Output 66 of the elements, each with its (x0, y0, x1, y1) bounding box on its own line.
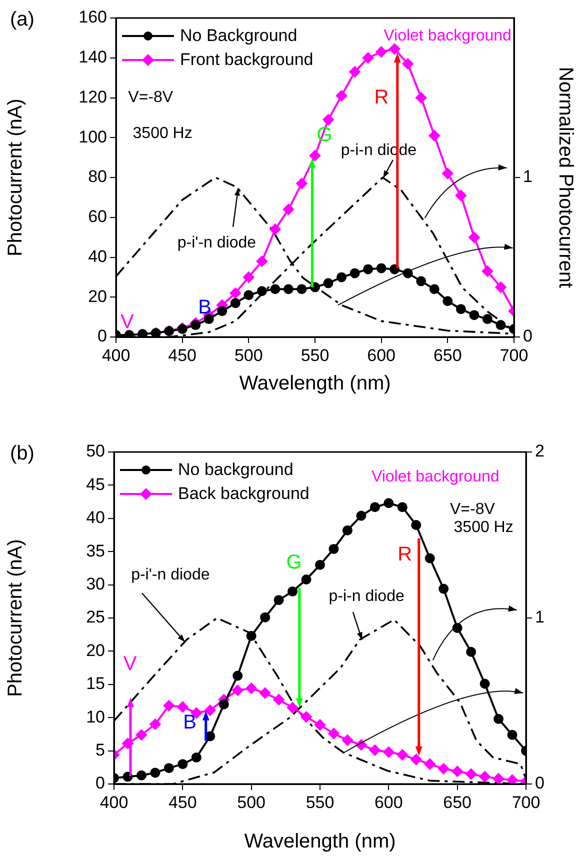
annotation: V=-8V (450, 501, 496, 518)
x-tick-label: 500 (237, 792, 266, 812)
annotation: Violet background (371, 468, 500, 486)
y-tick-label: 0 (98, 326, 107, 346)
y-tick-label: 30 (86, 574, 105, 594)
legend-label: Front background (180, 49, 314, 71)
x-tick-label: 650 (433, 346, 462, 365)
x-axis-title: Wavelength (nm) (239, 372, 391, 395)
annotation: 3500 Hz (132, 125, 192, 142)
annotation: 3500 Hz (454, 519, 514, 536)
y-tick-label: 5 (96, 740, 105, 760)
y2-tick-label: 0 (535, 774, 544, 793)
y-tick-label: 20 (88, 286, 107, 306)
annotation: B (198, 296, 212, 318)
y2-tick-label: 1 (535, 608, 544, 627)
x-tick-label: 400 (100, 792, 128, 812)
annotation: V (120, 311, 134, 334)
x-tick-label: 600 (374, 792, 403, 812)
x-tick-label: 550 (300, 346, 330, 365)
x-tick-label: 400 (102, 346, 130, 365)
x-tick-label: 450 (168, 792, 197, 812)
y-tick-label: 35 (86, 541, 105, 560)
x-tick-label: 600 (367, 346, 396, 365)
y2-tick-label: 2 (535, 442, 544, 461)
y-tick-label: 100 (78, 127, 107, 146)
y-tick-label: 10 (86, 707, 105, 726)
y-tick-label: 80 (88, 167, 107, 186)
x-axis-title: Wavelength (nm) (244, 830, 396, 853)
y-tick-label: 25 (86, 608, 105, 627)
annotation: Violet background (384, 27, 512, 44)
y-tick-label: 120 (78, 87, 107, 106)
y-tick-label: 45 (86, 474, 105, 494)
x-tick-label: 650 (443, 792, 472, 812)
y-tick-label: 60 (88, 207, 107, 226)
y-tick-label: 40 (88, 246, 107, 266)
annotation: V (123, 652, 138, 675)
legend-label: Back background (178, 483, 310, 505)
x-tick-label: 550 (306, 792, 334, 812)
chart-title: (b) (10, 442, 34, 465)
annotation: B (183, 711, 196, 734)
y-tick-label: 0 (96, 774, 105, 793)
annotation: R (374, 86, 389, 108)
y-tick-label: 160 (78, 8, 107, 27)
y2-axis-title: Normalized Photocurrent (554, 66, 576, 289)
x-tick-label: 700 (500, 346, 528, 365)
annotation: R (398, 543, 412, 566)
y-tick-label: 20 (86, 640, 105, 660)
y-axis-title: Photocurrent (nA) (4, 539, 27, 697)
annotation: G (286, 551, 302, 574)
y-tick-label: 50 (86, 442, 105, 461)
x-tick-label: 500 (234, 346, 263, 365)
annotation: p-i'-n diode (177, 234, 256, 252)
y2-tick-label: 1 (523, 167, 532, 186)
chart-title: (a) (10, 8, 34, 31)
x-tick-label: 450 (168, 346, 197, 365)
legend-label: No Background (180, 25, 298, 47)
annotation: p-i-n diode (328, 588, 404, 606)
annotation: V=-8V (128, 89, 174, 106)
y2-tick-label: 0 (523, 326, 532, 346)
y-tick-label: 15 (86, 674, 105, 694)
x-tick-label: 700 (512, 792, 540, 812)
legend-label: No background (178, 459, 294, 481)
y-axis-title: Photocurrent (nA) (4, 98, 27, 256)
y-tick-label: 140 (78, 48, 107, 67)
y-tick-label: 40 (86, 508, 105, 528)
annotation: p-i'-n diode (131, 566, 210, 584)
